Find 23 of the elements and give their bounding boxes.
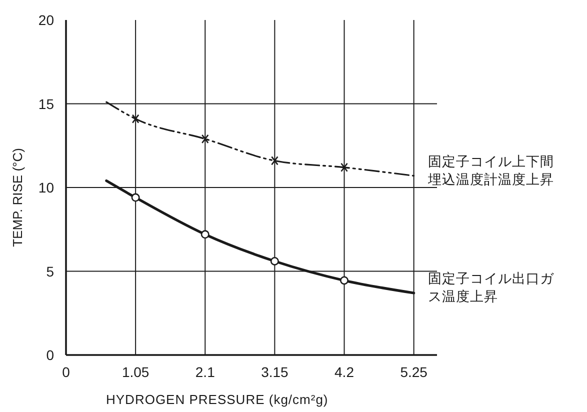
point	[271, 156, 278, 166]
point	[131, 193, 140, 202]
point	[132, 114, 140, 124]
y-tick-label: 15	[38, 96, 54, 112]
point	[340, 276, 348, 285]
point	[340, 162, 348, 172]
x-tick-label: 1.05	[122, 364, 150, 380]
series-label: 固定子コイル上下間埋込温度計温度上昇	[426, 154, 554, 188]
y-axis-title: TEMP. RISE (°C)	[10, 148, 25, 247]
y-tick-label: 5	[46, 263, 54, 280]
x-tick-label: 5.25	[400, 364, 428, 380]
x-tick-label: 4.2	[334, 364, 354, 380]
point	[270, 256, 279, 266]
point	[200, 230, 210, 239]
series-label: 固定子コイル出口ガス温度上昇	[428, 271, 555, 306]
y-tick-label: 0	[46, 347, 54, 363]
x-tick-label: 2.1	[195, 364, 216, 380]
y-tick-label: 10	[38, 180, 54, 196]
x-tick-label: 3.15	[261, 364, 289, 380]
y-tick-label: 20	[38, 12, 54, 28]
point	[201, 134, 209, 144]
x-axis-title: HYDROGEN PRESSURE (kg/cm²g)	[106, 392, 328, 407]
x-tick-label: 0	[62, 364, 70, 380]
